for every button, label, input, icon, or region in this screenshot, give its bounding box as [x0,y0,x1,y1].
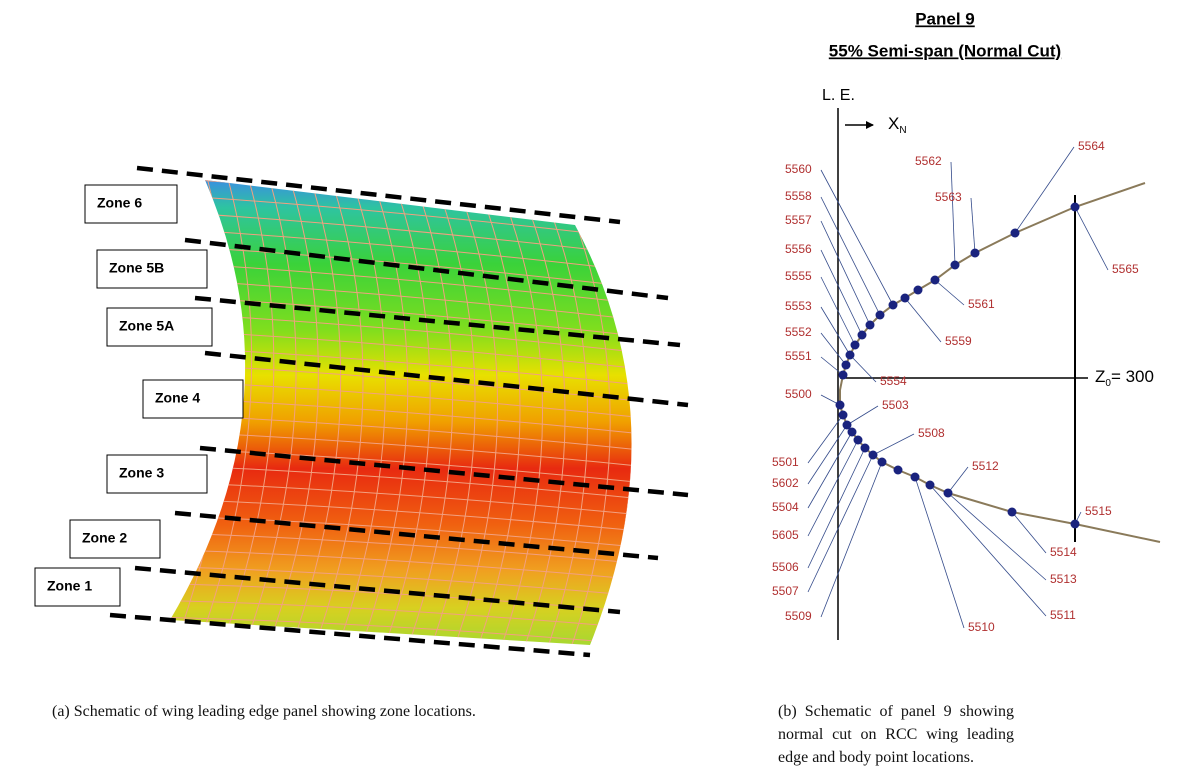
point-label: 5501 [772,455,799,469]
x-label: XN [888,114,907,135]
body-point [842,361,851,370]
leader-line [951,162,955,265]
point-label: 5556 [785,242,812,256]
leader-line [808,455,873,592]
body-point [951,261,960,270]
figure-graphics: Zone 6 Zone 5B Zone 5A Zone 4 Zone 3 Zone 2 Zo… [0,0,1180,690]
point-label: 5558 [785,189,812,203]
leader-line [808,448,865,568]
body-point [901,294,910,303]
panel-title: Panel 9 [915,9,975,28]
point-label: 5555 [785,269,812,283]
point-label: 5563 [935,190,962,204]
leader-line [948,467,968,493]
point-label: 5504 [772,500,799,514]
body-point [839,371,848,380]
zone-label: Zone 6 [97,195,142,211]
caption-b: (b) Schematic of panel 9 showing normal … [778,700,1014,769]
leader-line [1075,207,1108,270]
zone-label: Zone 3 [119,465,164,481]
body-point [854,436,863,445]
leader-line [808,432,852,508]
body-point [1071,203,1080,212]
point-label: 5552 [785,325,812,339]
point-label: 5553 [785,299,812,313]
body-point [869,451,878,460]
body-point [944,489,953,498]
body-point [848,428,857,437]
body-point [1011,229,1020,238]
zone-label: Zone 1 [47,578,92,594]
panel-subtitle: 55% Semi-span (Normal Cut) [829,41,1061,60]
point-label: 5554 [880,374,907,388]
point-label: 5561 [968,297,995,311]
leader-line [915,477,964,628]
caption-a: (a) Schematic of wing leading edge panel… [52,700,692,723]
body-point [866,321,875,330]
body-point [931,276,940,285]
body-point [861,444,870,453]
point-label: 5506 [772,560,799,574]
zone-label: Zone 4 [155,390,200,406]
point-label: 5560 [785,162,812,176]
body-point [1071,520,1080,529]
leader-line [821,250,862,335]
body-point [878,458,887,467]
section-curve [840,183,1160,542]
leader-line [948,493,1046,580]
point-label: 5514 [1050,545,1077,559]
body-points: 5551 5552 5553 5555 5556 5557 5558 5560 5554 5559… [772,139,1160,634]
point-label: 5562 [915,154,942,168]
body-point [914,286,923,295]
leader-line [971,198,975,253]
body-point [876,311,885,320]
point-label: 5511 [1050,608,1076,622]
point-label: 5564 [1078,139,1105,153]
point-label: 5551 [785,349,812,363]
body-point [1008,508,1017,517]
leader-line [821,307,850,355]
arrowhead [866,121,874,129]
point-label: 5557 [785,213,812,227]
leader-line [821,221,870,325]
point-label: 5508 [918,426,945,440]
leader-line [873,434,914,455]
body-point [911,473,920,482]
point-label: 5500 [785,387,812,401]
point-label: 5513 [1050,572,1077,586]
leader-line [821,462,882,617]
zone-label: Zone 2 [82,530,127,546]
body-point [839,411,848,420]
point-label: 5605 [772,528,799,542]
z-label: Z0= 300 [1095,367,1154,388]
body-point [894,466,903,475]
zone-label: Zone 5B [109,260,164,276]
leader-line [808,440,858,536]
point-label: 5512 [972,459,999,473]
point-label: 5510 [968,620,995,634]
leader-line [847,406,878,425]
zone-label: Zone 5A [119,318,174,334]
point-label: 5507 [772,584,799,598]
point-label: 5503 [882,398,909,412]
leader-line [905,298,941,342]
point-label: 5509 [785,609,812,623]
body-point [889,301,898,310]
body-point [858,331,867,340]
body-point [851,341,860,350]
leader-line [935,280,964,305]
point-label: 5565 [1112,262,1139,276]
leader-line [821,197,880,315]
body-point [836,401,845,410]
leader-line [821,170,893,305]
le-label: L. E. [822,87,855,104]
body-point [926,481,935,490]
body-point [971,249,980,258]
point-label: 5515 [1085,504,1112,518]
body-point [846,351,855,360]
point-label: 5559 [945,334,972,348]
point-label: 5602 [772,476,799,490]
figure: Zone 6 Zone 5B Zone 5A Zone 4 Zone 3 Zone 2 Zo… [0,0,1180,772]
